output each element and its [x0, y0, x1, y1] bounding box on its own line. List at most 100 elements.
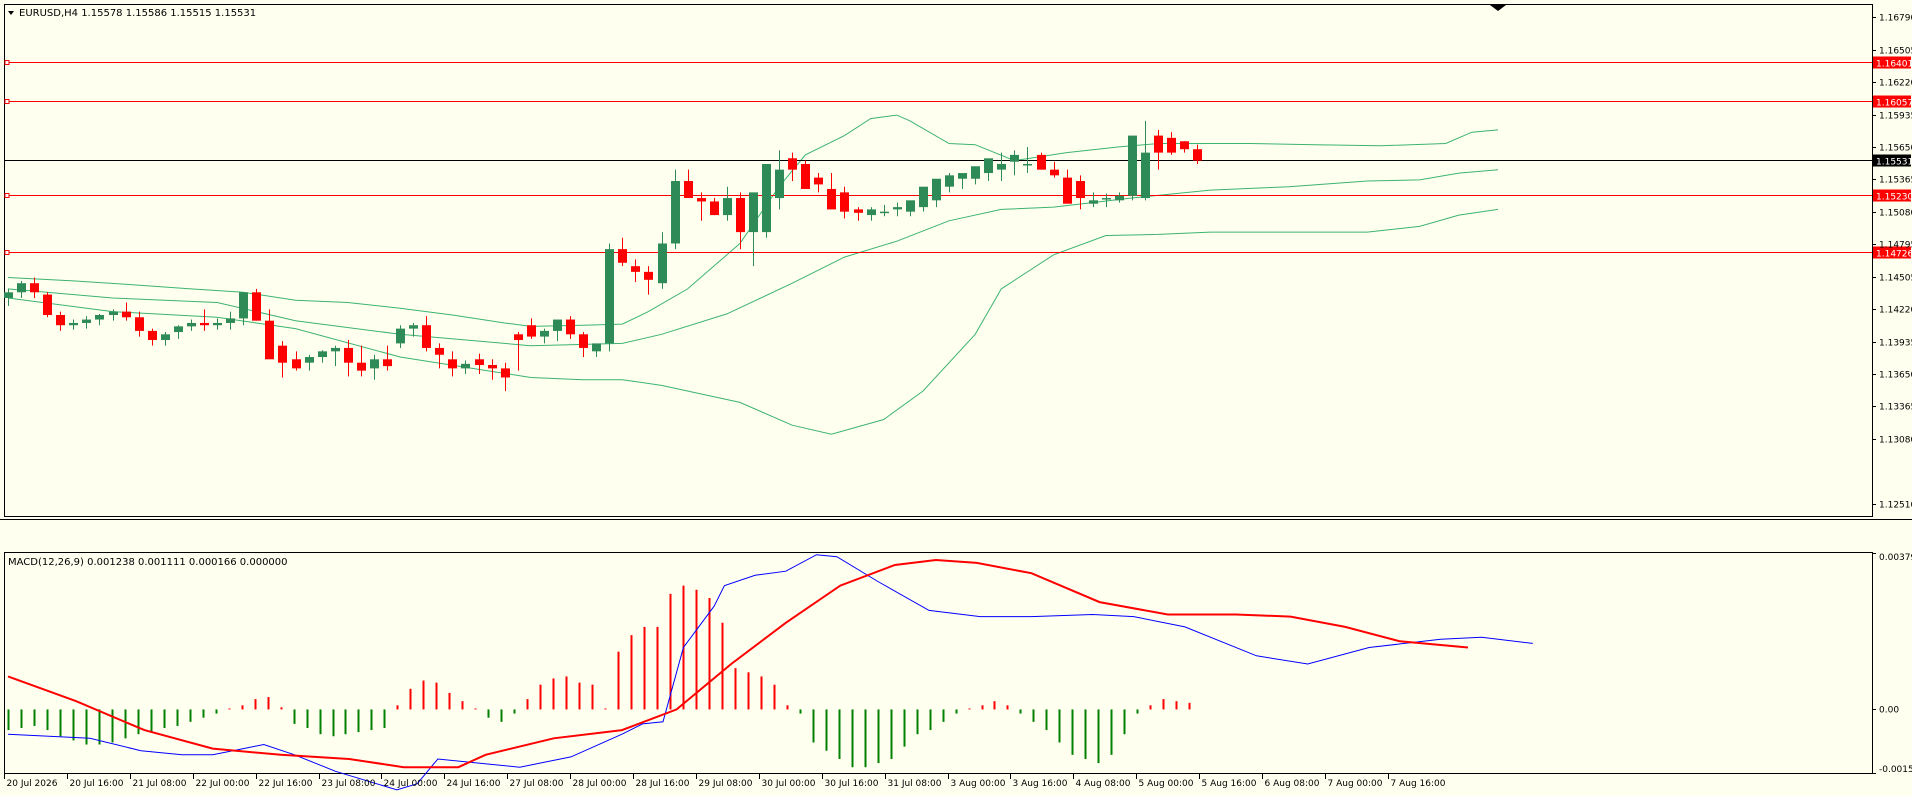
candle-body [788, 158, 797, 170]
candle-body [226, 318, 235, 323]
candle-body [1023, 163, 1032, 166]
candle-body [618, 249, 627, 263]
candle-body [1063, 177, 1072, 204]
time-axis: 20 Jul 2026 20 Jul 16:00 21 Jul 08:00 22 Ju… [4, 774, 1446, 789]
candle-body [566, 319, 575, 335]
candle-body [43, 294, 52, 316]
candle-body [396, 328, 405, 344]
price-tick-label: 1.13080 [1879, 436, 1912, 446]
candle-body [854, 209, 863, 213]
time-tick-label: 29 Jul 08:00 [699, 779, 753, 789]
candle-body [1167, 137, 1176, 153]
candle-body [762, 163, 771, 233]
symbol-dropdown-icon[interactable] [8, 11, 14, 15]
time-tick-label: 7 Aug 16:00 [1391, 779, 1446, 789]
macd-tick-label: -0.00154 [1879, 765, 1912, 775]
level-anchor [4, 250, 10, 255]
candle-body [409, 325, 418, 329]
time-tick-label: 4 Aug 08:00 [1076, 779, 1131, 789]
time-tick-label: 5 Aug 16:00 [1202, 779, 1257, 789]
main-header: EURUSD,H4 1.15578 1.15586 1.15515 1.1553… [19, 8, 256, 19]
candle-body [893, 207, 902, 210]
time-tick-label: 20 Jul 2026 [7, 779, 58, 789]
candle-body [527, 325, 536, 337]
time-tick-label: 22 Jul 00:00 [196, 779, 250, 789]
candle-body [932, 178, 941, 201]
time-tick-label: 28 Jul 16:00 [636, 779, 690, 789]
price-tick-label: 1.15935 [1879, 112, 1912, 122]
time-tick-label: 27 Jul 08:00 [510, 779, 564, 789]
price-tick-label: 1.15365 [1879, 176, 1912, 186]
price-tick-label: 1.15080 [1879, 209, 1912, 219]
candle-body [880, 211, 889, 214]
macd-tick-label: 0.00 [1879, 706, 1899, 716]
candle-body [265, 320, 274, 360]
price-tick-label: 1.13650 [1879, 371, 1912, 381]
time-tick-label: 30 Jul 16:00 [825, 779, 879, 789]
time-tick-label: 3 Aug 00:00 [951, 779, 1006, 789]
level-price-tag [1873, 95, 1911, 108]
candle-body [658, 243, 667, 284]
time-tick-label: 7 Aug 00:00 [1328, 779, 1383, 789]
signal-line [7, 558, 1469, 769]
candle-body [605, 249, 614, 344]
candle-body [1037, 154, 1046, 170]
level-price-label: 1.16057 [1876, 99, 1912, 109]
candle-body [1089, 200, 1098, 204]
candle-body [161, 334, 170, 340]
price-tick-label: 1.13365 [1879, 403, 1912, 413]
candle-body [148, 330, 157, 340]
candle-body [174, 326, 183, 333]
chart-shift-marker-icon[interactable] [1490, 5, 1506, 11]
level-price-label: 1.15230 [1876, 193, 1912, 203]
candle-body [252, 292, 261, 321]
candle-body [278, 345, 287, 363]
candle-body [775, 169, 784, 199]
macd-header: MACD(12,26,9) 0.001238 0.001111 0.000166… [8, 557, 288, 568]
candle-body [540, 330, 549, 337]
candle-body [501, 368, 510, 378]
bollinger-upper-line [7, 114, 1499, 327]
current-price-tag [1873, 154, 1911, 167]
candle-body [867, 209, 876, 216]
price-tick-label: 1.16505 [1879, 47, 1912, 57]
macd-panel-frame [4, 552, 1873, 774]
macd-indicator: 0.00379 0.00 -0.00154 [7, 553, 1912, 791]
candle-body [710, 201, 719, 216]
candle-body [475, 359, 484, 365]
candle-body [69, 322, 78, 326]
candle-body [1154, 135, 1163, 153]
candle-body [1076, 181, 1085, 199]
candle-body [906, 200, 915, 212]
time-tick-label: 20 Jul 16:00 [70, 779, 124, 789]
candle-body [435, 347, 444, 355]
time-tick-label: 28 Jul 00:00 [573, 779, 627, 789]
main-panel-frame [4, 4, 1873, 517]
price-tick-label: 1.14220 [1879, 306, 1912, 316]
candle-body [370, 359, 379, 369]
candle-body [553, 319, 562, 331]
candle-body [122, 311, 131, 318]
price-tick-label: 1.16790 [1879, 14, 1912, 24]
price-tick-label: 1.13935 [1879, 339, 1912, 349]
candle-body [213, 322, 222, 326]
price-tick-label: 1.14795 [1879, 241, 1912, 251]
price-tick-label: 1.15650 [1879, 144, 1912, 154]
candle-body [292, 359, 301, 369]
candle-body [1180, 141, 1189, 150]
candle-body [1102, 198, 1111, 200]
candle-body [1141, 152, 1150, 199]
candle-body [579, 334, 588, 348]
candle-body [461, 363, 470, 369]
candle-body [958, 173, 967, 179]
price-axis: 1.16790 1.16505 1.16220 1.15935 1.15650 1.153… [1872, 14, 1912, 511]
candle-body [631, 266, 640, 272]
candle-body [135, 317, 144, 331]
candle-body [1193, 149, 1202, 161]
bollinger-middle-line [7, 169, 1499, 347]
candle-body [945, 175, 954, 187]
candle-body [644, 271, 653, 280]
level-price-tag [1873, 246, 1911, 259]
